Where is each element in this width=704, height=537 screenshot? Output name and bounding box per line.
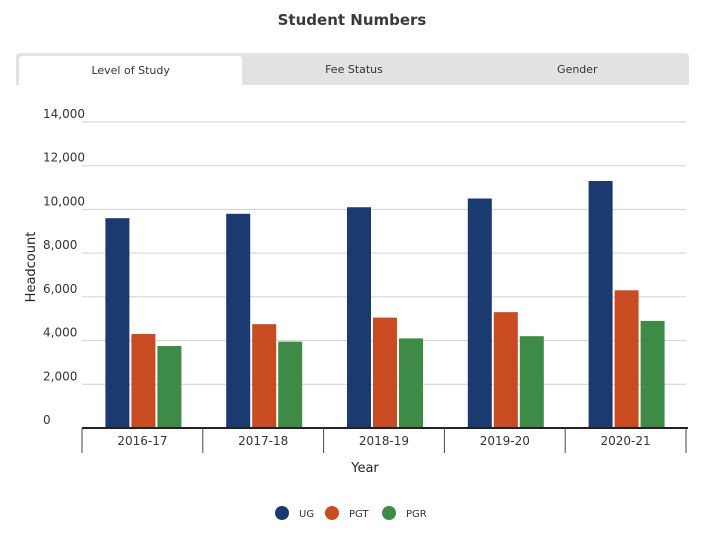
y-tick-label: 6,000 [43,282,77,296]
bar-ug[interactable] [226,213,251,428]
x-tick-label: 2018-19 [359,434,409,448]
bar-ug[interactable] [105,218,130,428]
bar-pgt[interactable] [373,317,397,428]
tab-level-of-study[interactable]: Level of Study [19,56,243,85]
y-tick-label: 2,000 [43,369,77,383]
bar-pgr[interactable] [157,346,182,428]
x-tick-label: 2019-20 [480,434,530,448]
y-tick-label: 8,000 [43,238,77,252]
bars [105,181,665,429]
bar-pgt[interactable] [614,290,639,428]
bar-ug[interactable] [588,181,613,428]
x-tick-label: 2017-18 [238,434,288,448]
legend-label-ug[interactable]: UG [299,509,314,520]
tab-fee-status[interactable]: Fee Status [325,62,383,76]
chart-title: Student Numbers [277,11,427,29]
x-tick-label: 2020-21 [601,434,651,448]
y-tick-label: 0 [43,413,51,427]
legend-marker-ug[interactable] [275,506,289,520]
tab-gender[interactable]: Gender [557,62,598,76]
y-tick-label: 12,000 [43,151,85,165]
x-axis: 2016-17 2017-18 2018-19 2019-20 2020-21 [81,427,688,453]
legend-marker-pgr[interactable] [382,506,396,520]
y-tick-label: 4,000 [43,326,77,340]
bar-ug[interactable] [347,207,371,428]
y-tick-label: 14,000 [43,107,85,121]
bar-pgt[interactable] [131,334,156,428]
legend-marker-pgt[interactable] [325,506,339,520]
x-tick-label: 2016-17 [117,434,167,448]
bar-pgt[interactable] [493,312,518,428]
legend-label-pgt[interactable]: PGT [349,509,369,520]
bar-ug[interactable] [467,198,492,429]
bar-pgr[interactable] [640,320,665,428]
legend: UG PGT PGR [275,506,427,520]
bar-pgr[interactable] [519,336,544,428]
y-tick-label: 10,000 [43,194,85,208]
legend-label-pgr[interactable]: PGR [406,509,427,520]
y-axis-title: Headcount [24,232,39,303]
bar-pgr[interactable] [278,341,303,428]
x-axis-title: Year [350,461,379,476]
y-tick-labels: 0 2,000 4,000 6,000 8,000 10,000 12,000 14,000 [43,107,85,427]
bar-pgt[interactable] [252,324,277,428]
bar-pgr[interactable] [399,338,423,428]
tab-bar: Level of Study Fee Status Gender [16,53,689,85]
